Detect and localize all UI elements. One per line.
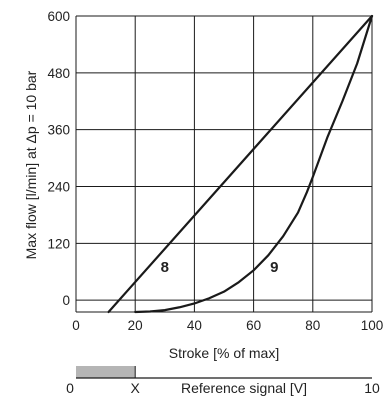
x-tick-labels: 0 20 40 60 80 100 <box>72 318 383 333</box>
curve-label-9: 9 <box>270 259 278 276</box>
reference-bar-marker-label: X <box>131 380 141 396</box>
y-tick-label-600: 600 <box>47 9 70 24</box>
grid <box>75 15 373 313</box>
x-tick-label-100: 100 <box>361 318 384 333</box>
reference-bar-title: Reference signal [V] <box>181 380 307 396</box>
x-tick-label-80: 80 <box>305 318 320 333</box>
y-tick-label-240: 240 <box>47 179 70 194</box>
reference-bar-max-label: 10 <box>364 380 380 396</box>
x-tick-label-60: 60 <box>246 318 261 333</box>
curve-label-8: 8 <box>161 259 169 276</box>
x-tick-label-40: 40 <box>187 318 202 333</box>
y-tick-label-360: 360 <box>47 123 70 138</box>
reference-bar-min-label: 0 <box>66 380 74 396</box>
x-axis-label: Stroke [% of max] <box>169 345 279 361</box>
y-axis-label: Max flow [l/min] at Δp = 10 bar <box>23 70 39 259</box>
x-tick-label-0: 0 <box>72 318 80 333</box>
reference-bar-shaded-region <box>76 366 136 378</box>
y-tick-label-0: 0 <box>62 293 70 308</box>
y-tick-label-120: 120 <box>47 236 70 251</box>
series-line-9 <box>134 14 374 314</box>
y-tick-label-480: 480 <box>47 66 70 81</box>
y-tick-labels: 0 120 240 360 480 600 <box>47 9 70 308</box>
x-tick-label-20: 20 <box>128 318 143 333</box>
reference-signal-bar: 0 X Reference signal [V] 10 <box>66 366 380 396</box>
series <box>107 14 374 314</box>
series-line-8 <box>107 14 374 314</box>
